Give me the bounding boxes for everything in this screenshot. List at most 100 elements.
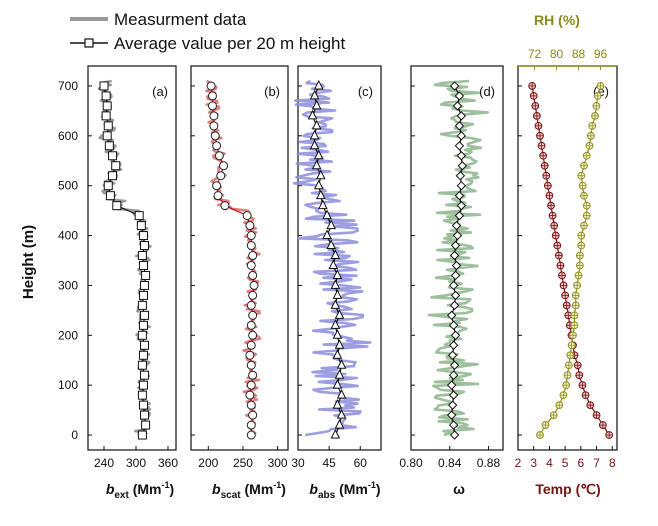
data-point xyxy=(330,319,341,329)
data-point xyxy=(332,289,343,299)
data-point xyxy=(141,270,151,280)
x-tick-label: 5 xyxy=(562,456,569,470)
data-point xyxy=(309,129,320,140)
data-point xyxy=(330,279,341,289)
data-point xyxy=(448,420,459,430)
data-point xyxy=(334,339,345,349)
data-point xyxy=(450,240,461,251)
data-point xyxy=(248,370,258,380)
data-point xyxy=(448,390,459,400)
data-point xyxy=(452,230,463,241)
data-point xyxy=(322,229,332,240)
panel-c: 30 45 60 (c) xyxy=(291,65,382,470)
data-point xyxy=(140,241,150,251)
data-point xyxy=(447,400,458,410)
data-point xyxy=(248,310,258,320)
data-point xyxy=(449,81,460,91)
data-point xyxy=(102,101,112,111)
temp-series xyxy=(531,85,610,436)
data-point xyxy=(451,260,462,271)
data-point xyxy=(138,400,148,410)
data-point xyxy=(246,300,256,310)
data-point xyxy=(336,408,347,419)
data-point xyxy=(108,151,118,161)
data-point xyxy=(249,280,259,290)
data-point xyxy=(209,111,219,121)
data-point xyxy=(334,418,345,429)
data-point xyxy=(332,269,343,279)
x-tick-label: 30 xyxy=(291,456,305,470)
data-point xyxy=(316,189,326,200)
data-point xyxy=(245,390,255,400)
data-point xyxy=(334,309,345,319)
data-point xyxy=(448,320,459,331)
data-point xyxy=(137,251,147,261)
data-point xyxy=(246,380,256,390)
data-point xyxy=(248,330,258,340)
data-point xyxy=(210,131,220,141)
data-point xyxy=(330,249,341,260)
legend-average-label: Average value per 20 m height xyxy=(114,34,346,53)
data-point xyxy=(134,211,144,221)
panel-tag: (b) xyxy=(264,84,280,99)
data-point xyxy=(311,99,322,110)
legend: Measurment data Average value per 20 m h… xyxy=(70,10,346,53)
rh-tick-label: 96 xyxy=(594,47,608,61)
data-point xyxy=(322,209,332,220)
data-point xyxy=(213,191,223,201)
data-point xyxy=(246,241,256,251)
data-point xyxy=(108,171,118,181)
data-point xyxy=(111,161,121,171)
data-point xyxy=(326,239,337,250)
data-point xyxy=(138,320,148,330)
data-point xyxy=(448,370,459,380)
data-point xyxy=(330,428,341,439)
rh-tick-label: 80 xyxy=(550,47,564,61)
data-point xyxy=(245,350,255,360)
data-point xyxy=(137,300,147,310)
data-point xyxy=(245,221,255,231)
x-tick-label: 2 xyxy=(515,456,522,470)
data-point xyxy=(450,290,461,301)
data-point xyxy=(311,159,322,170)
data-point xyxy=(449,430,460,440)
data-point xyxy=(101,91,111,101)
x-label-e: Temp (℃) xyxy=(535,481,600,497)
data-point xyxy=(209,121,219,131)
panel-e: 2 3 4 5 6 7 8(e)72 80 88 96 xyxy=(515,47,618,470)
panel-b: 200 250 300 (b) xyxy=(190,65,289,470)
data-point xyxy=(248,251,258,261)
data-point xyxy=(456,131,467,141)
legend-measurement-label: Measurment data xyxy=(114,10,247,29)
data-point xyxy=(138,231,148,241)
data-point xyxy=(212,181,222,191)
data-point xyxy=(102,131,112,141)
measurement-series xyxy=(292,79,372,437)
data-point xyxy=(246,430,256,440)
data-point xyxy=(313,149,324,160)
data-point xyxy=(242,211,252,221)
panel-tag: (a) xyxy=(152,84,168,99)
data-point xyxy=(246,231,256,241)
measurement-series xyxy=(427,79,490,437)
data-point xyxy=(137,430,147,440)
data-point xyxy=(311,119,322,130)
y-tick-label: 100 xyxy=(58,378,78,392)
panel-frame xyxy=(87,65,177,451)
data-point xyxy=(248,290,258,300)
data-point xyxy=(448,280,459,291)
data-point xyxy=(105,191,115,201)
y-tick-label: 700 xyxy=(58,79,78,93)
data-point xyxy=(449,250,460,261)
data-point xyxy=(330,299,341,309)
x-tick-label: 6 xyxy=(578,456,585,470)
data-point xyxy=(138,290,148,300)
data-point xyxy=(334,369,345,379)
data-point xyxy=(316,169,326,180)
data-point xyxy=(454,210,465,221)
x-tick-label: 300 xyxy=(126,456,146,470)
y-tick-label: 300 xyxy=(58,278,78,292)
data-point xyxy=(246,260,256,270)
x-tick-label: 0.84 xyxy=(438,456,462,470)
x-tick-label: 250 xyxy=(233,456,253,470)
